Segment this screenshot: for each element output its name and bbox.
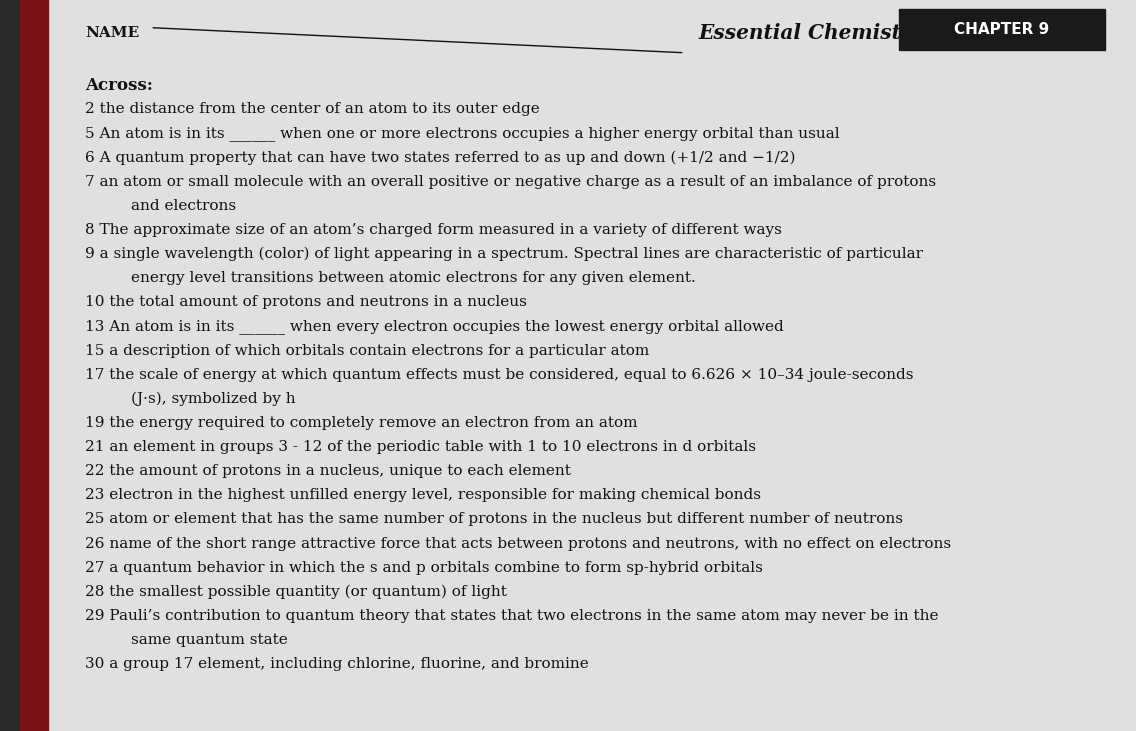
Text: 10 the total amount of protons and neutrons in a nucleus: 10 the total amount of protons and neutr…	[85, 295, 527, 309]
Text: 25 atom or element that has the same number of protons in the nucleus but differ: 25 atom or element that has the same num…	[85, 512, 903, 526]
Text: NAME: NAME	[85, 26, 140, 39]
Text: energy level transitions between atomic electrons for any given element.: energy level transitions between atomic …	[131, 271, 695, 285]
Text: 13 An atom is in its ______ when every electron occupies the lowest energy orbit: 13 An atom is in its ______ when every e…	[85, 319, 784, 334]
Text: 22 the amount of protons in a nucleus, unique to each element: 22 the amount of protons in a nucleus, u…	[85, 464, 571, 478]
Text: and electrons: and electrons	[131, 199, 236, 213]
Text: 17 the scale of energy at which quantum effects must be considered, equal to 6.6: 17 the scale of energy at which quantum …	[85, 368, 913, 382]
Text: 27 a quantum behavior in which the s and p orbitals combine to form sp-hybrid or: 27 a quantum behavior in which the s and…	[85, 561, 763, 575]
Text: CHAPTER 9: CHAPTER 9	[954, 22, 1050, 37]
Text: 19 the energy required to completely remove an electron from an atom: 19 the energy required to completely rem…	[85, 416, 637, 430]
Text: 5 An atom is in its ______ when one or more electrons occupies a higher energy o: 5 An atom is in its ______ when one or m…	[85, 126, 840, 141]
Text: 8 The approximate size of an atom’s charged form measured in a variety of differ: 8 The approximate size of an atom’s char…	[85, 223, 782, 237]
Text: 2 the distance from the center of an atom to its outer edge: 2 the distance from the center of an ato…	[85, 102, 540, 116]
Bar	[20, 0, 48, 731]
Text: 7 an atom or small molecule with an overall positive or negative charge as a res: 7 an atom or small molecule with an over…	[85, 175, 936, 189]
Text: 23 electron in the highest unfilled energy level, responsible for making chemica: 23 electron in the highest unfilled ener…	[85, 488, 761, 502]
Text: 6 A quantum property that can have two states referred to as up and down (+1/2 a: 6 A quantum property that can have two s…	[85, 151, 795, 165]
Text: 15 a description of which orbitals contain electrons for a particular atom: 15 a description of which orbitals conta…	[85, 344, 650, 357]
Text: 28 the smallest possible quantity (or quantum) of light: 28 the smallest possible quantity (or qu…	[85, 585, 507, 599]
Text: Across:: Across:	[85, 77, 153, 94]
Text: 26 name of the short range attractive force that acts between protons and neutro: 26 name of the short range attractive fo…	[85, 537, 951, 550]
FancyBboxPatch shape	[899, 9, 1105, 50]
Text: same quantum state: same quantum state	[131, 633, 287, 647]
Bar	[0, 0, 20, 731]
Text: Essential Chemistry: Essential Chemistry	[699, 23, 924, 43]
Text: (J·s), symbolized by h: (J·s), symbolized by h	[131, 392, 295, 406]
Text: 30 a group 17 element, including chlorine, fluorine, and bromine: 30 a group 17 element, including chlorin…	[85, 657, 588, 671]
Text: 9 a single wavelength (color) of light appearing in a spectrum. Spectral lines a: 9 a single wavelength (color) of light a…	[85, 247, 924, 262]
Text: 21 an element in groups 3 - 12 of the periodic table with 1 to 10 electrons in d: 21 an element in groups 3 - 12 of the pe…	[85, 440, 757, 454]
Text: 29 Pauli’s contribution to quantum theory that states that two electrons in the : 29 Pauli’s contribution to quantum theor…	[85, 609, 938, 623]
